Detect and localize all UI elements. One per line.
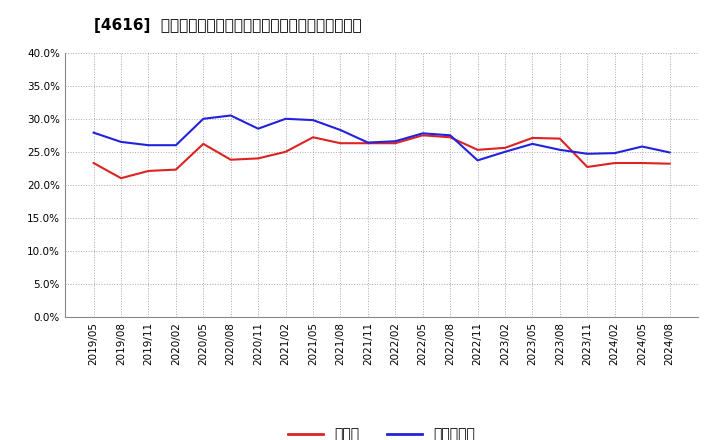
有利子負債 <box>473 158 482 163</box>
現預金 <box>144 168 153 173</box>
現預金 <box>391 141 400 146</box>
有利子負債 <box>282 116 290 121</box>
Legend: 現預金, 有利子負債: 現預金, 有利子負債 <box>283 422 480 440</box>
有利子負債 <box>611 150 619 156</box>
有利子負債 <box>500 149 509 154</box>
現預金 <box>226 157 235 162</box>
有利子負債 <box>89 130 98 136</box>
Line: 現預金: 現預金 <box>94 135 670 178</box>
現預金 <box>117 176 125 181</box>
有利子負債 <box>528 141 537 147</box>
有利子負債 <box>336 128 345 133</box>
現預金 <box>500 145 509 150</box>
現預金 <box>446 135 454 140</box>
現預金 <box>336 141 345 146</box>
現預金 <box>528 135 537 140</box>
有利子負債 <box>556 147 564 153</box>
有利子負債 <box>226 113 235 118</box>
有利子負債 <box>144 143 153 148</box>
有利子負債 <box>665 150 674 155</box>
Text: [4616]  現預金、有利子負債の総資産に対する比率の推移: [4616] 現預金、有利子負債の総資産に対する比率の推移 <box>94 18 361 33</box>
有利子負債 <box>117 139 125 144</box>
現預金 <box>309 135 318 140</box>
有利子負債 <box>418 131 427 136</box>
現預金 <box>665 161 674 166</box>
有利子負債 <box>199 116 207 121</box>
現預金 <box>638 160 647 165</box>
有利子負債 <box>638 144 647 149</box>
現預金 <box>611 160 619 165</box>
現預金 <box>364 141 372 146</box>
現預金 <box>199 141 207 147</box>
有利子負債 <box>309 117 318 123</box>
有利子負債 <box>583 151 592 156</box>
現預金 <box>583 164 592 169</box>
現預金 <box>418 132 427 138</box>
有利子負債 <box>364 140 372 145</box>
現預金 <box>171 167 180 172</box>
有利子負債 <box>254 126 263 131</box>
有利子負債 <box>391 139 400 144</box>
現預金 <box>89 160 98 165</box>
有利子負債 <box>446 132 454 138</box>
現預金 <box>282 149 290 154</box>
現預金 <box>556 136 564 141</box>
現預金 <box>254 156 263 161</box>
現預金 <box>473 147 482 153</box>
有利子負債 <box>171 143 180 148</box>
Line: 有利子負債: 有利子負債 <box>94 116 670 161</box>
